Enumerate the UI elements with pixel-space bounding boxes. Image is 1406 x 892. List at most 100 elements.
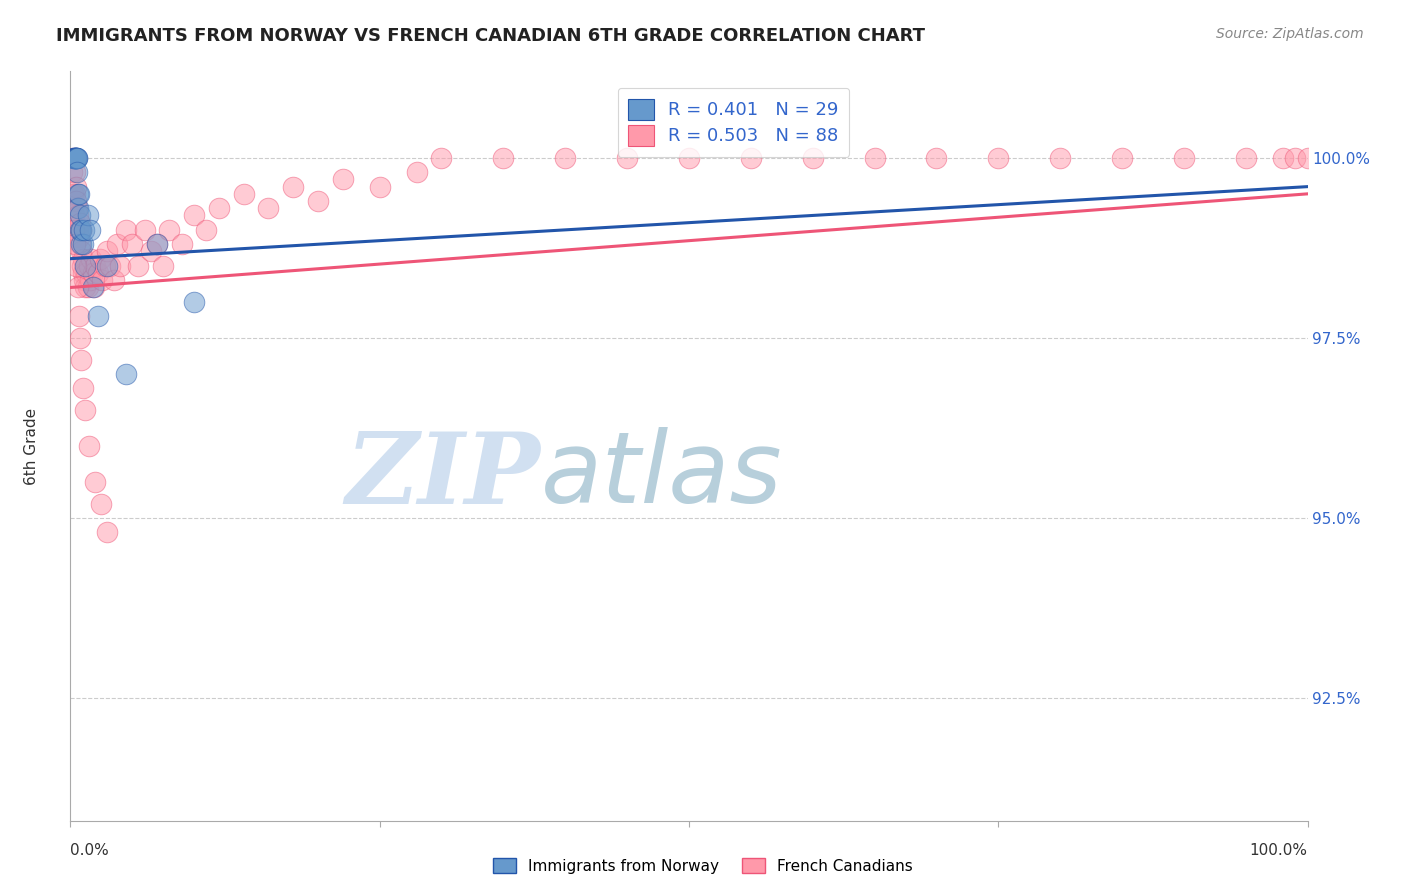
Point xyxy=(66,151,89,165)
Point xyxy=(60,165,83,179)
Point xyxy=(96,244,118,259)
Point xyxy=(67,310,90,324)
Point xyxy=(72,237,94,252)
Point xyxy=(146,237,169,252)
Point xyxy=(86,266,108,280)
Point xyxy=(1049,151,1071,165)
Point xyxy=(66,186,89,201)
Point xyxy=(69,223,91,237)
Point xyxy=(70,259,93,273)
Point xyxy=(69,237,91,252)
Point xyxy=(66,151,89,165)
Point xyxy=(63,209,86,223)
Point xyxy=(1173,151,1195,165)
Legend: R = 0.401   N = 29, R = 0.503   N = 88: R = 0.401 N = 29, R = 0.503 N = 88 xyxy=(617,88,849,157)
Point xyxy=(77,439,100,453)
Point xyxy=(86,310,108,324)
Point xyxy=(73,223,96,237)
Point xyxy=(65,259,87,273)
Point xyxy=(77,259,100,273)
Point xyxy=(66,165,89,179)
Point xyxy=(62,151,84,165)
Point xyxy=(183,294,205,309)
Point xyxy=(678,151,700,165)
Point xyxy=(405,165,427,179)
Point xyxy=(67,230,90,244)
Point xyxy=(67,186,90,201)
Point xyxy=(115,223,138,237)
Point xyxy=(63,223,86,237)
Point xyxy=(63,186,86,201)
Text: 0.0%: 0.0% xyxy=(70,843,110,858)
Legend: Immigrants from Norway, French Canadians: Immigrants from Norway, French Canadians xyxy=(486,852,920,880)
Point xyxy=(332,172,354,186)
Point xyxy=(65,151,87,165)
Point xyxy=(146,237,169,252)
Point xyxy=(80,252,103,266)
Point xyxy=(69,216,91,230)
Point xyxy=(69,331,91,345)
Point xyxy=(63,151,86,165)
Point xyxy=(65,194,87,208)
Point xyxy=(70,244,93,259)
Point xyxy=(66,201,89,215)
Point xyxy=(105,237,128,252)
Point xyxy=(1111,151,1133,165)
Point xyxy=(65,165,87,179)
Point xyxy=(96,259,118,273)
Point xyxy=(94,259,117,273)
Point xyxy=(75,259,97,273)
Point xyxy=(69,223,91,237)
Point xyxy=(801,151,824,165)
Point xyxy=(66,209,89,223)
Point xyxy=(157,223,180,237)
Text: 100.0%: 100.0% xyxy=(1250,843,1308,858)
Point xyxy=(987,151,1010,165)
Point xyxy=(115,367,138,381)
Point xyxy=(62,151,84,165)
Point xyxy=(67,223,90,237)
Point xyxy=(91,273,114,287)
Point xyxy=(170,237,193,252)
Point xyxy=(1271,151,1294,165)
Point xyxy=(70,223,93,237)
Point xyxy=(69,237,91,252)
Point xyxy=(1296,151,1319,165)
Point xyxy=(195,223,218,237)
Point xyxy=(75,403,97,417)
Point xyxy=(72,252,94,266)
Point xyxy=(65,151,87,165)
Point xyxy=(96,525,118,540)
Point xyxy=(63,151,86,165)
Point xyxy=(84,259,107,273)
Point xyxy=(90,497,112,511)
Point xyxy=(82,266,104,280)
Point xyxy=(1284,151,1306,165)
Point xyxy=(1234,151,1257,165)
Point xyxy=(69,209,91,223)
Point xyxy=(127,259,149,273)
Point xyxy=(79,273,101,287)
Point xyxy=(121,237,143,252)
Point xyxy=(65,151,87,165)
Point xyxy=(183,209,205,223)
Point xyxy=(307,194,329,208)
Point xyxy=(139,244,162,259)
Point xyxy=(863,151,886,165)
Point xyxy=(83,280,105,294)
Point xyxy=(84,475,107,489)
Point xyxy=(72,381,94,395)
Point xyxy=(82,280,104,294)
Text: atlas: atlas xyxy=(540,427,782,524)
Point xyxy=(103,273,125,287)
Point xyxy=(430,151,453,165)
Point xyxy=(98,259,121,273)
Point xyxy=(72,266,94,280)
Point xyxy=(554,151,576,165)
Point xyxy=(70,352,93,367)
Point xyxy=(76,209,98,223)
Point xyxy=(65,179,87,194)
Point xyxy=(257,201,280,215)
Point xyxy=(67,201,90,215)
Point xyxy=(925,151,948,165)
